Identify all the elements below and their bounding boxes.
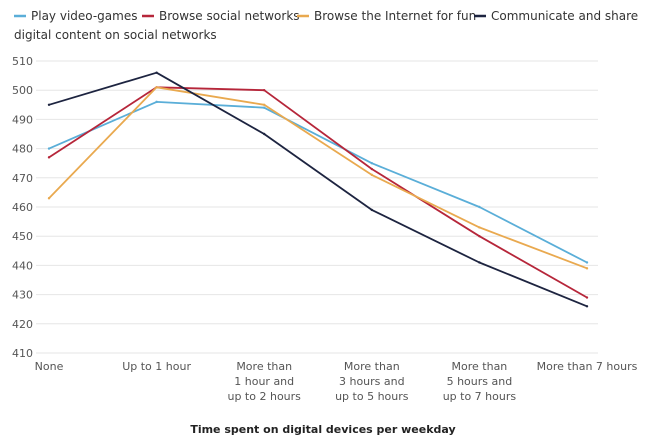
x-tick-label-line: 1 hour and bbox=[234, 375, 294, 388]
data-point bbox=[585, 296, 589, 299]
x-tick-label-line: up to 2 hours bbox=[227, 390, 301, 403]
x-tick-label: More than 5 hours and up to 7 hours bbox=[443, 360, 517, 403]
x-tick-label-line: None bbox=[35, 360, 64, 373]
data-point bbox=[370, 208, 373, 212]
data-point bbox=[263, 132, 266, 136]
plot-area bbox=[47, 71, 589, 308]
data-point bbox=[370, 167, 373, 171]
data-point bbox=[47, 147, 51, 150]
legend-item-3[interactable]: Browse the Internet for fun bbox=[297, 9, 476, 23]
y-tick-label: 480 bbox=[12, 143, 33, 156]
x-tick-label: More than 1 hour and up to 2 hours bbox=[227, 360, 301, 403]
y-tick-label: 490 bbox=[12, 113, 33, 126]
data-point bbox=[585, 267, 589, 270]
x-tick-label-line: More than 7 hours bbox=[537, 360, 638, 373]
x-axis-title: Time spent on digital devices per weekda… bbox=[190, 423, 455, 436]
data-point bbox=[263, 103, 266, 107]
data-point bbox=[478, 226, 481, 229]
legend-label-line: digital content on social networks bbox=[14, 28, 217, 42]
legend-label: Communicate and share digital content on … bbox=[14, 9, 638, 42]
data-point bbox=[370, 162, 373, 165]
y-tick-label: 510 bbox=[12, 55, 33, 68]
data-point bbox=[263, 106, 266, 109]
data-point bbox=[370, 173, 373, 177]
data-point bbox=[155, 86, 158, 89]
y-tick-label: 470 bbox=[12, 172, 33, 185]
data-point bbox=[585, 261, 589, 264]
x-tick-label-line: More than bbox=[236, 360, 292, 373]
data-point bbox=[585, 305, 589, 308]
x-tick-label: More than 3 hours and up to 5 hours bbox=[335, 360, 409, 403]
data-point bbox=[155, 100, 158, 104]
y-tick-label: 410 bbox=[12, 347, 33, 360]
y-tick-label: 430 bbox=[12, 289, 33, 302]
data-point bbox=[47, 197, 51, 200]
y-tick-label: 460 bbox=[12, 201, 33, 214]
x-tick-label-line: up to 5 hours bbox=[335, 390, 409, 403]
data-point bbox=[263, 89, 266, 92]
series-line-1 bbox=[48, 101, 588, 264]
x-tick-label-line: 5 hours and bbox=[447, 375, 513, 388]
series-line-2 bbox=[48, 86, 588, 299]
legend: Play video-games Browse social networks Br… bbox=[14, 9, 638, 42]
legend-item-1[interactable]: Play video-games bbox=[14, 9, 137, 23]
y-tick-label: 440 bbox=[12, 259, 33, 272]
y-tick-label: 500 bbox=[12, 84, 33, 97]
data-point bbox=[478, 205, 481, 209]
gridlines bbox=[36, 60, 598, 354]
x-tick-label: None bbox=[35, 360, 64, 373]
legend-label-line: Communicate and share bbox=[491, 9, 638, 23]
legend-label: Play video-games bbox=[31, 9, 137, 23]
y-tick-label: 450 bbox=[12, 230, 33, 243]
y-axis: 410 420 430 440 450 460 470 480 490 500 510 bbox=[12, 55, 33, 360]
x-tick-label-line: More than bbox=[344, 360, 400, 373]
x-tick-label: Up to 1 hour bbox=[122, 360, 191, 373]
data-point bbox=[47, 103, 51, 107]
legend-item-4[interactable]: Communicate and share digital content on … bbox=[14, 9, 638, 42]
x-tick-label-line: 3 hours and bbox=[339, 375, 405, 388]
data-point bbox=[478, 235, 481, 238]
data-point bbox=[155, 71, 158, 74]
data-point bbox=[47, 156, 51, 159]
legend-item-2[interactable]: Browse social networks bbox=[142, 9, 300, 23]
x-tick-label-line: Up to 1 hour bbox=[122, 360, 191, 373]
series-line-4 bbox=[48, 71, 588, 308]
x-tick-label-line: up to 7 hours bbox=[443, 390, 517, 403]
x-axis: None Up to 1 hour More than 1 hour and up to… bbox=[35, 360, 638, 403]
data-point bbox=[478, 261, 481, 264]
legend-label: Browse social networks bbox=[159, 9, 300, 23]
legend-label: Browse the Internet for fun bbox=[314, 9, 476, 23]
y-tick-label: 420 bbox=[12, 318, 33, 331]
series-line-3 bbox=[48, 86, 588, 270]
x-tick-label-line: More than bbox=[452, 360, 508, 373]
x-tick-label: More than 7 hours bbox=[537, 360, 638, 373]
